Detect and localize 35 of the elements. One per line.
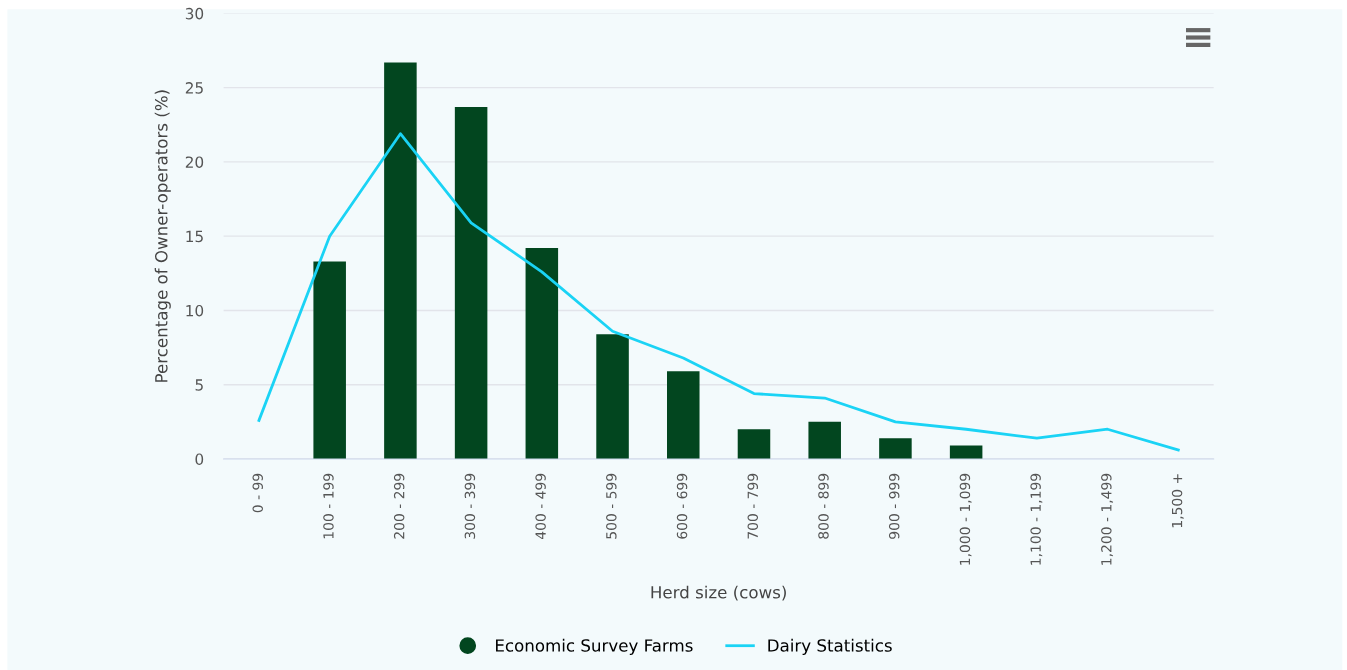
y-axis-title: Percentage of Owner-operators (%)	[154, 90, 171, 382]
y-tick-label: 0	[195, 453, 204, 465]
y-tick-label: 10	[186, 304, 204, 317]
bar	[808, 421, 841, 459]
x-tick-label: 1,500 +	[1171, 474, 1184, 528]
x-tick-label: 1,000 - 1,099	[959, 473, 972, 565]
x-tick-label: 100 - 199	[323, 473, 334, 539]
y-tick-label: 15	[186, 230, 203, 243]
x-tick-label: 1,200 - 1,499	[1101, 473, 1114, 565]
x-tick-label: 200 - 299	[393, 473, 405, 539]
line-series	[257, 132, 1180, 452]
x-axis-title: Herd size (cows)	[651, 585, 786, 601]
x-tick-label: 300 - 399	[464, 473, 476, 539]
x-tick-label: 700 - 799	[747, 473, 759, 539]
bar	[737, 429, 771, 459]
y-tick-label: 30	[185, 7, 204, 20]
bar	[454, 106, 488, 459]
x-tick-label: 900 - 999	[888, 473, 900, 539]
bar	[525, 248, 559, 459]
y-tick-label: 5	[195, 379, 203, 391]
bar	[384, 62, 417, 459]
bar	[667, 371, 700, 459]
y-tick-label: 20	[185, 156, 204, 168]
x-tick-label: 600 - 699	[676, 473, 688, 539]
bar	[879, 438, 912, 459]
x-tick-label: 400 - 499	[535, 473, 546, 540]
legend-label: Dairy Statistics	[768, 638, 892, 655]
x-tick-label: 1,100 - 1,199	[1030, 473, 1043, 565]
bar	[313, 261, 346, 459]
x-tick-label: 0 - 99	[252, 473, 263, 513]
x-tick-label: 800 - 899	[818, 473, 829, 539]
x-tick-label: 500 - 599	[606, 473, 617, 539]
y-tick-label: 25	[185, 82, 203, 94]
bar	[596, 334, 629, 459]
legend-label: Economic Survey Farms	[496, 638, 693, 655]
